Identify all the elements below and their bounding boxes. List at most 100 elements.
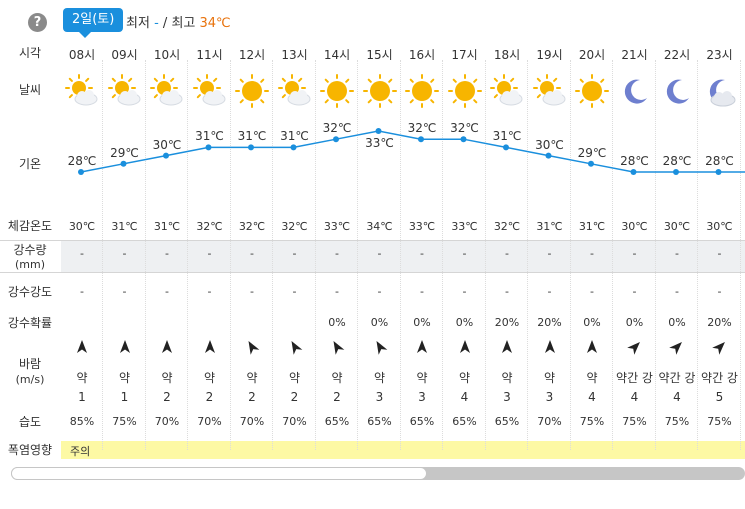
precip-intensity-value: - — [547, 285, 552, 298]
row-label-humidity: 습도 — [18, 415, 42, 429]
wind-direction-icon — [376, 340, 387, 355]
wind-strength-text: 약 — [161, 371, 173, 385]
hour-time: 18시 — [493, 48, 521, 62]
temperature-point — [418, 136, 424, 143]
precip-amount-value: - — [292, 247, 297, 260]
header: ? 2일(토) 최저 - / 최고 34℃ — [0, 0, 745, 40]
temperature-label: 31℃ — [492, 129, 522, 144]
hour-time: 11시 — [196, 48, 223, 62]
wind-strength-text: 약 — [501, 371, 513, 385]
column-divider — [697, 60, 698, 450]
temperature-label: 28℃ — [705, 154, 734, 168]
hour-time: 16시 — [408, 48, 436, 62]
humidity-value: 75% — [579, 415, 605, 428]
wind-speed-value: 4 — [673, 390, 681, 404]
hour-time: 22시 — [663, 48, 691, 62]
question-circle-icon[interactable]: ? — [28, 13, 47, 32]
temperature-label: 28℃ — [67, 154, 97, 168]
wind-direction-icon — [417, 340, 427, 353]
humidity-value: 65% — [494, 415, 520, 428]
moon-icon — [666, 79, 689, 104]
humidity-value: 75% — [707, 415, 732, 428]
temperature-label: 32℃ — [407, 121, 437, 136]
humidity-value: 75% — [664, 415, 690, 428]
precip-amount-value: - — [547, 247, 552, 260]
wind-direction-icon — [544, 340, 555, 353]
precip-prob-value: 0% — [668, 316, 686, 329]
precip-intensity-value: - — [292, 285, 297, 298]
temperature-point — [163, 152, 169, 159]
wind-strength-text: 약 — [458, 371, 471, 385]
precip-prob-value: 20% — [537, 316, 562, 329]
wind-speed-value: 5 — [715, 390, 724, 404]
wind-speed-value: 2 — [205, 390, 214, 404]
precip-intensity-value: - — [207, 285, 212, 298]
min-label: 최저 — [126, 16, 150, 31]
temperature-label: 31℃ — [195, 129, 224, 144]
hour-time: 14시 — [323, 48, 351, 62]
wind-strength-text: 약 — [203, 371, 216, 385]
wind-strength-text: 약 — [288, 371, 301, 385]
wind-direction-icon — [459, 340, 470, 353]
date-badge[interactable]: 2일(토) — [63, 8, 124, 38]
temperature-point — [503, 144, 509, 151]
sun-icon — [575, 74, 609, 108]
feels-like-value: 33℃ — [451, 220, 478, 233]
hour-time: 08시 — [68, 48, 96, 62]
precip-amount-value: - — [250, 247, 254, 260]
hour-column: 23시 28℃ 30℃ - - 20% 약간 강 5 75% — [699, 40, 741, 460]
temperature-point — [545, 152, 552, 159]
temperature-label: 30℃ — [152, 137, 182, 152]
precip-intensity-value: - — [377, 285, 382, 298]
humidity-value: 65% — [367, 415, 392, 428]
horizontal-scrollbar[interactable] — [11, 467, 745, 480]
precip-amount-value: - — [165, 247, 169, 260]
precip-prob-value: 0% — [625, 316, 644, 329]
row-label-precip-unit: (mm) — [14, 258, 45, 271]
wind-strength-text: 약간 강 — [658, 371, 696, 385]
temperature-label: 29℃ — [577, 145, 607, 160]
precip-intensity-value: - — [717, 285, 722, 298]
precip-amount-value: - — [377, 247, 382, 260]
precip-intensity-value: - — [122, 285, 127, 298]
temperature-point — [78, 169, 84, 175]
wind-direction-icon — [587, 340, 597, 353]
hour-column: 21시 28℃ 30℃ - - 0% 약간 강 4 75% — [614, 40, 656, 460]
wind-strength-text: 약 — [76, 371, 88, 385]
column-divider — [229, 60, 231, 450]
temperature-label: 28℃ — [620, 154, 649, 168]
hour-column: 17시 32℃ 33℃ - - 0% 약 4 65% — [444, 40, 486, 460]
row-label-wind-unit: (m/s) — [15, 373, 45, 386]
temperature-point — [333, 136, 339, 143]
precip-intensity-value: - — [420, 285, 424, 298]
wind-strength-text: 약 — [543, 371, 556, 385]
hour-time: 12시 — [238, 48, 266, 62]
precip-intensity-value: - — [462, 285, 467, 298]
wind-direction-icon — [119, 340, 130, 353]
precip-amount-value: - — [420, 247, 424, 260]
wind-direction-icon — [669, 342, 682, 355]
hourly-forecast-grid[interactable]: 08시 28℃ 30℃ - - 약 1 85% 09시 29℃ 31℃ - - 약 1 75% 10시 30℃ 31… — [61, 40, 745, 460]
temperature-point — [248, 144, 254, 151]
temperature-label: 31℃ — [280, 129, 309, 144]
precip-prob-value: 0% — [583, 316, 601, 329]
hour-time: 23시 — [706, 48, 733, 62]
column-divider — [272, 60, 273, 450]
sun-cloud-icon — [65, 74, 98, 106]
wind-direction-icon — [204, 340, 215, 353]
hour-column: 15시 33℃ 34℃ - - 0% 약 3 65% — [359, 40, 401, 460]
sun-cloud-icon — [277, 74, 310, 106]
precip-intensity-value: - — [590, 285, 594, 298]
precip-amount-value: - — [505, 247, 509, 260]
scrollbar-thumb[interactable] — [11, 467, 427, 480]
humidity-value: 70% — [154, 415, 180, 428]
precip-amount-value: - — [80, 247, 84, 260]
hour-column: 20시 29℃ 31℃ - - 0% 약 4 75% — [571, 40, 613, 460]
row-label-time: 시각 — [18, 46, 42, 60]
hour-column: 14시 32℃ 33℃ - - 0% 약 2 65% — [316, 40, 358, 460]
wind-speed-value: 3 — [503, 390, 511, 404]
column-divider — [399, 60, 401, 450]
min-value: - — [154, 16, 159, 31]
column-divider — [102, 60, 103, 450]
hour-column: 19시 30℃ 31℃ - - 20% 약 3 70% — [529, 40, 571, 460]
